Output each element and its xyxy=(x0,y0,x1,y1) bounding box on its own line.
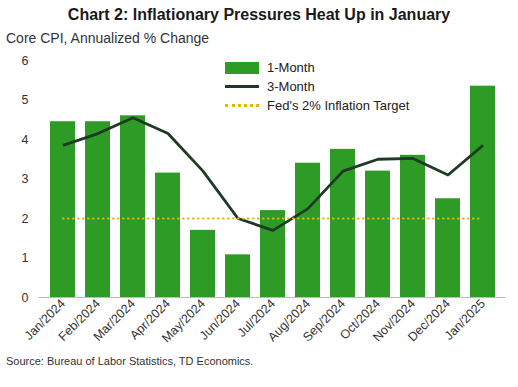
svg-text:Jan/2025: Jan/2025 xyxy=(442,297,488,343)
html-text:Chart 2: Inflationary Pressure: Chart 2: Inflationary Pressures Heat Up … xyxy=(67,6,451,23)
svg-text:5: 5 xyxy=(22,93,29,107)
svg-text:Jun/2024: Jun/2024 xyxy=(197,297,243,343)
svg-text:Feb/2024: Feb/2024 xyxy=(55,296,103,344)
html-text:Fed's 2% Inflation Target: Fed's 2% Inflation Target xyxy=(267,98,410,113)
svg-text:Jan/2024: Jan/2024 xyxy=(21,296,68,343)
svg-text:4: 4 xyxy=(22,133,29,147)
svg-text:Jul/2024: Jul/2024 xyxy=(234,296,278,340)
svg-text:3: 3 xyxy=(22,172,29,186)
svg-text:2: 2 xyxy=(22,212,29,226)
svg-text:6: 6 xyxy=(22,54,29,68)
svg-text:Apr/2024: Apr/2024 xyxy=(127,296,173,343)
svg-text:0: 0 xyxy=(22,291,29,305)
svg-text:Sep/2024: Sep/2024 xyxy=(300,296,348,345)
svg-text:Oct/2024: Oct/2024 xyxy=(337,296,383,343)
svg-text:Aug/2024: Aug/2024 xyxy=(265,296,313,345)
svg-text:Mar/2024: Mar/2024 xyxy=(90,296,138,344)
html-text:Core CPI, Annualized % Change: Core CPI, Annualized % Change xyxy=(6,30,210,46)
svg-text:1: 1 xyxy=(22,251,29,265)
svg-text:Nov/2024: Nov/2024 xyxy=(370,296,418,345)
html-text:Source: Bureau of Labor Statis: Source: Bureau of Labor Statistics, TD E… xyxy=(6,355,254,367)
html-text:3-Month: 3-Month xyxy=(267,79,315,94)
svg-text:Dec/2024: Dec/2024 xyxy=(405,296,453,345)
html-text:1-Month: 1-Month xyxy=(267,60,315,75)
svg-text:May/2024: May/2024 xyxy=(159,296,208,346)
